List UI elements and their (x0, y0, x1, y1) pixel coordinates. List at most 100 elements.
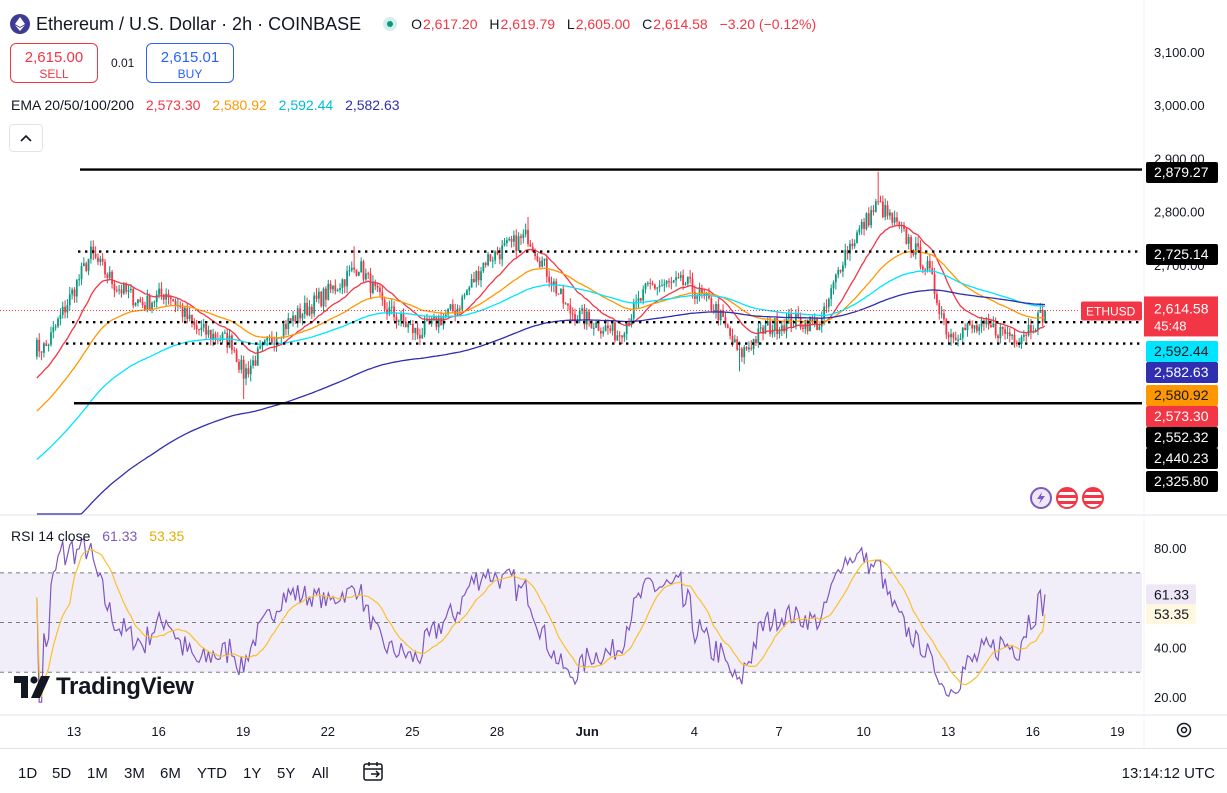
candle-body (120, 289, 123, 294)
candle-body (1006, 332, 1009, 334)
range-6m-button[interactable]: 6M (160, 765, 181, 782)
range-1y-button[interactable]: 1Y (243, 765, 262, 782)
range-1m-button[interactable]: 1M (87, 765, 108, 782)
utc-clock[interactable]: 13:14:12 UTC (1121, 765, 1215, 782)
range-ytd-button[interactable]: YTD (197, 765, 227, 782)
candle-body (696, 296, 699, 299)
candle-body (369, 273, 372, 294)
candle-body (924, 269, 927, 271)
candle-body (560, 288, 562, 295)
candle-body (254, 360, 257, 366)
candle-body (332, 285, 334, 290)
rsi-tick-label: 40.00 (1154, 640, 1187, 655)
candle-body (397, 320, 400, 322)
tradingview-logo[interactable]: TradingView (14, 673, 194, 701)
ema-20-line (36, 224, 1046, 379)
candle-body (604, 325, 607, 332)
candle-body (748, 347, 750, 350)
candle-body (557, 293, 560, 295)
candle-body (795, 313, 797, 327)
candle-body (303, 302, 306, 315)
market-status-icon[interactable] (383, 17, 398, 31)
candle-body (564, 303, 567, 305)
candle-body (830, 288, 833, 299)
candle-body (517, 236, 520, 251)
range-1d-button[interactable]: 1D (18, 765, 38, 782)
candle-body (874, 201, 877, 212)
candle-body (498, 254, 501, 260)
candle-body (783, 325, 786, 332)
candle-body (722, 310, 724, 318)
candle-body (45, 343, 48, 346)
candle-body (870, 210, 873, 226)
symbol-title[interactable]: Ethereum / U.S. Dollar · 2h · COINBASE (36, 13, 362, 34)
candle-body (811, 316, 814, 322)
candle-body (322, 288, 325, 307)
range-5d-button[interactable]: 5D (52, 765, 72, 782)
candle-body (764, 325, 767, 334)
candle-body (235, 350, 238, 362)
candle-body (343, 279, 346, 287)
y-tick-label: 3,000.00 (1154, 98, 1205, 113)
sell-button[interactable]: 2,615.00 SELL (10, 43, 98, 83)
candle-body (595, 321, 598, 328)
candle-body (470, 278, 473, 288)
chevron-up-icon (20, 134, 32, 142)
candle-body (771, 329, 774, 335)
candle-body (226, 332, 229, 348)
rsi-legend[interactable]: RSI 14 close 61.33 53.35 (11, 528, 185, 544)
candle-body (898, 221, 901, 226)
x-tick-label: 19 (236, 724, 250, 739)
candle-body (1044, 310, 1046, 323)
candle-body (863, 221, 865, 229)
candle-body (231, 335, 233, 350)
candle-body (1039, 309, 1042, 313)
candle-body (1041, 309, 1044, 323)
range-3m-button[interactable]: 3M (124, 765, 145, 782)
candle-body (879, 201, 882, 203)
calendar-goto-icon[interactable] (362, 761, 386, 788)
us-flag-event-icon (1056, 487, 1078, 509)
buy-button[interactable]: 2,615.01 BUY (146, 43, 234, 83)
range-all-button[interactable]: All (312, 765, 329, 782)
candle-body (637, 298, 640, 302)
candle-body (790, 314, 793, 327)
candle-body (651, 283, 654, 285)
candle-body (1004, 329, 1006, 334)
candle-body (249, 365, 252, 375)
candle-body (780, 325, 783, 331)
candle-body (101, 258, 104, 262)
candle-body (548, 276, 551, 283)
candle-body (423, 320, 426, 335)
price-chart[interactable]: 3,100.003,000.002,900.002,800.002,700.00… (0, 0, 1227, 748)
candle-body (263, 340, 266, 344)
event-markers[interactable] (1030, 487, 1108, 509)
candle-body (938, 303, 941, 314)
candle-body (513, 235, 515, 242)
candle-body (917, 243, 920, 247)
candle-body (961, 327, 964, 339)
axis-price-label: 2,592.44 (1154, 343, 1209, 359)
candle-body (97, 257, 99, 262)
candle-body (646, 282, 649, 284)
candle-body (240, 359, 243, 370)
candle-body (614, 322, 616, 341)
candle-body (228, 335, 231, 348)
candle-body (959, 338, 962, 340)
collapse-legend-button[interactable] (9, 124, 43, 152)
candle-body (115, 290, 118, 292)
gear-icon[interactable] (1175, 721, 1193, 744)
candle-body (590, 320, 593, 329)
candle-body (1008, 332, 1011, 337)
range-5y-button[interactable]: 5Y (277, 765, 296, 782)
symbol-tag-label: ETHUSD (1086, 304, 1136, 318)
candle-body (209, 329, 212, 339)
candle-body (376, 286, 379, 288)
candle-body (468, 287, 471, 291)
axis-label-bg (1146, 362, 1218, 383)
candle-body (719, 310, 722, 321)
candle-body (578, 310, 581, 320)
candle-body (834, 274, 837, 283)
ema-legend[interactable]: EMA 20/50/100/200 2,573.30 2,580.92 2,59… (11, 97, 400, 113)
candle-body (994, 323, 997, 336)
